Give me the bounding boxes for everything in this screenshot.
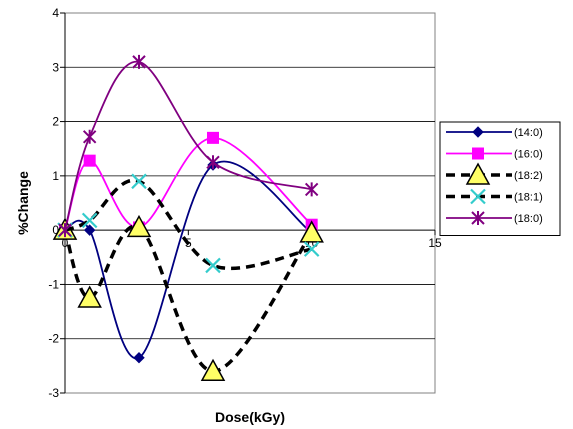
data-point-18-2 [77, 285, 102, 308]
y-tick-label: 2 [52, 115, 59, 129]
legend-marker-symbol-16-0 [472, 147, 484, 160]
data-point-14-0 [133, 352, 145, 364]
legend-label-18-2: (18:2) [514, 170, 543, 182]
data-point-18-1 [205, 257, 221, 274]
series-line-18-1 [64, 178, 313, 271]
legend-label-16-0: (16:0) [514, 149, 543, 161]
data-point-18-2 [299, 220, 324, 243]
data-point-18-2 [126, 214, 152, 238]
legend-marker-18-2 [465, 162, 491, 185]
y-tick-label: 4 [52, 6, 59, 20]
y-tick-label: -3 [48, 386, 59, 400]
legend-marker-16-0 [472, 147, 484, 160]
series-18-2 [52, 214, 324, 382]
legend-marker-18-0 [471, 211, 485, 225]
legend-marker-symbol-18-0 [471, 211, 485, 225]
y-tick-label: 3 [52, 60, 59, 74]
plot-area [64, 12, 436, 394]
y-tick-label: -1 [48, 277, 59, 291]
gridlines [65, 66, 435, 340]
y-axis-title: %Change [15, 171, 31, 235]
data-point-18-2 [200, 358, 226, 382]
legend-marker-14-0 [472, 126, 484, 138]
data-point-18-0 [304, 182, 319, 197]
data-point-18-1 [131, 173, 147, 190]
data-point-18-0 [58, 223, 72, 238]
y-tick-labels: -3 -2 -1 0 1 2 3 4 [48, 6, 59, 400]
data-point-18-0 [132, 54, 146, 69]
data-point-18-1 [303, 241, 320, 257]
legend-label-18-1: (18:1) [514, 192, 543, 204]
series-18-0 [58, 54, 319, 238]
legend-box [439, 121, 561, 236]
data-point-18-0 [82, 129, 97, 144]
legend-marker-18-1 [470, 188, 486, 205]
data-point-18-0 [206, 155, 220, 170]
x-tick-label: 15 [428, 236, 442, 250]
x-axis-title: Dose(kGy) [215, 409, 285, 425]
y-tick-label: 0 [52, 223, 59, 237]
series-line-18-2 [63, 224, 314, 374]
y-tick-label: 1 [52, 169, 59, 183]
data-point-14-0 [83, 224, 96, 236]
data-point-18-1 [81, 212, 98, 229]
data-point-16-0 [83, 154, 96, 167]
legend: (14:0) (16:0) (18:2) (18:1) (18:0) [439, 121, 561, 236]
legend-marker-symbol-18-1 [470, 188, 486, 205]
legend-label-14-0: (14:0) [514, 127, 543, 139]
legend-marker-symbol-18-2 [465, 162, 491, 185]
series-group [52, 54, 324, 382]
legend-label-18-0: (18:0) [514, 213, 543, 225]
y-tick-label: -2 [48, 332, 59, 346]
data-point-16-0 [207, 131, 219, 144]
legend-marker-symbol-14-0 [472, 126, 484, 138]
